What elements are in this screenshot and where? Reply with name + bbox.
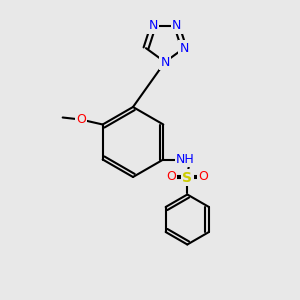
Text: NH: NH: [176, 153, 195, 166]
Text: N: N: [160, 56, 170, 68]
Text: N: N: [148, 19, 158, 32]
Text: N: N: [172, 19, 182, 32]
Text: O: O: [76, 113, 86, 126]
Text: O: O: [167, 170, 176, 183]
Text: S: S: [182, 170, 192, 184]
Text: O: O: [198, 170, 208, 183]
Text: N: N: [179, 42, 189, 55]
